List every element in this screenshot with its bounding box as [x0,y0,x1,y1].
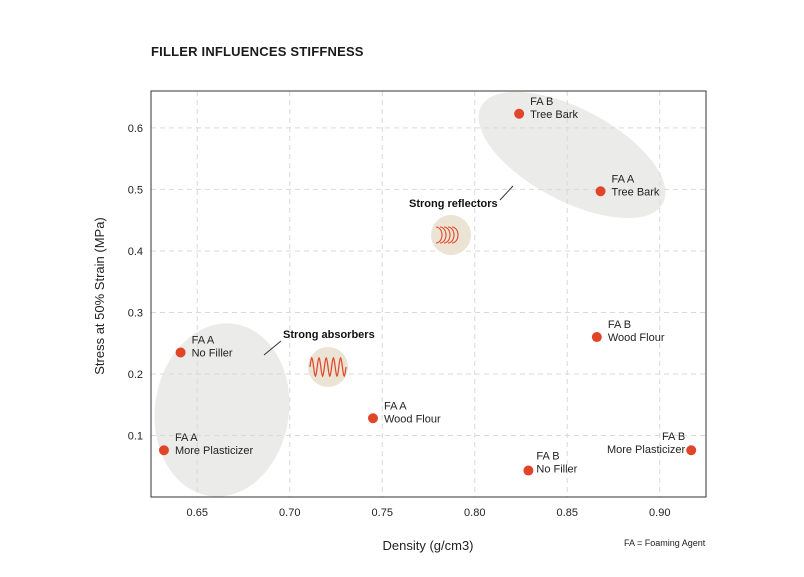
point-label-line2: More Plasticizer [175,445,254,457]
data-point [591,332,602,343]
absorbers-leader-line [263,340,282,356]
reflection-arc [451,226,459,244]
x-tick-label: 0.65 [187,507,208,519]
point-label-line1: FA B [536,451,559,463]
footnote: FA = Foaming Agent [624,538,706,548]
reflectors-leader-line [499,185,514,201]
data-point [514,108,525,119]
x-axis-label: Density (g/cm3) [382,538,473,553]
y-tick-label: 0.2 [128,369,143,381]
absorbers-cluster-ellipse [154,323,290,497]
wave-reflector-icon [431,215,471,255]
data-point [368,413,378,424]
gridlines [151,91,706,497]
y-tick-label: 0.4 [128,246,143,258]
point-label-line1: FA B [608,319,631,331]
point-label-line2: No Filler [192,347,233,359]
data-point [686,445,697,456]
point-label-line1: FA B [662,431,685,443]
y-tick-label: 0.5 [128,184,143,196]
x-tick-label: 0.80 [464,507,485,519]
strong-reflectors-label: Strong reflectors [409,198,498,210]
data-point [595,186,606,197]
reflection-arc [443,226,451,244]
chart-title: FILLER INFLUENCES STIFFNESS [151,44,364,59]
point-label-line2: Tree Bark [530,109,578,121]
data-point [158,445,169,456]
y-tick-label: 0.1 [128,430,143,442]
point-label-line2: Wood Flour [384,413,441,425]
point-label-line2: More Plasticizer [607,444,686,456]
point-label-line1: FA A [384,400,407,412]
y-tick-label: 0.6 [128,123,143,135]
point-label-line2: Wood Flour [608,332,665,344]
reflection-arc [435,226,443,244]
point-label-line2: Tree Bark [612,186,660,198]
x-tick-label: 0.85 [557,507,578,519]
x-tick-label: 0.75 [372,507,393,519]
point-label-line2: No Filler [536,464,577,476]
ellipse-layer [154,91,666,497]
x-tick-label: 0.70 [279,507,300,519]
strong-absorbers-label: Strong absorbers [283,329,375,341]
reflection-arc [447,226,455,244]
icon-background [431,215,471,255]
point-label-line1: FA A [612,173,635,185]
annotations-layer: Strong absorbers Strong reflectors [263,185,514,387]
point-label-line1: FA A [175,432,198,444]
wave-absorber-icon [308,347,348,387]
y-ticks: 0.1 0.2 0.3 0.4 0.5 0.6 [128,123,143,443]
data-point [175,347,186,358]
reflectors-cluster-ellipse [478,91,666,219]
data-point [523,465,534,476]
y-tick-label: 0.3 [128,307,143,319]
reflection-arc [439,226,447,244]
sine-wave [309,356,347,378]
point-label-line1: FA B [530,96,553,108]
x-ticks: 0.65 0.70 0.75 0.80 0.85 0.90 [187,507,671,519]
x-tick-label: 0.90 [649,507,670,519]
plot-frame [150,90,707,498]
y-axis-label: Stress at 50% Strain (MPa) [92,217,107,375]
point-label-line1: FA A [192,334,215,346]
